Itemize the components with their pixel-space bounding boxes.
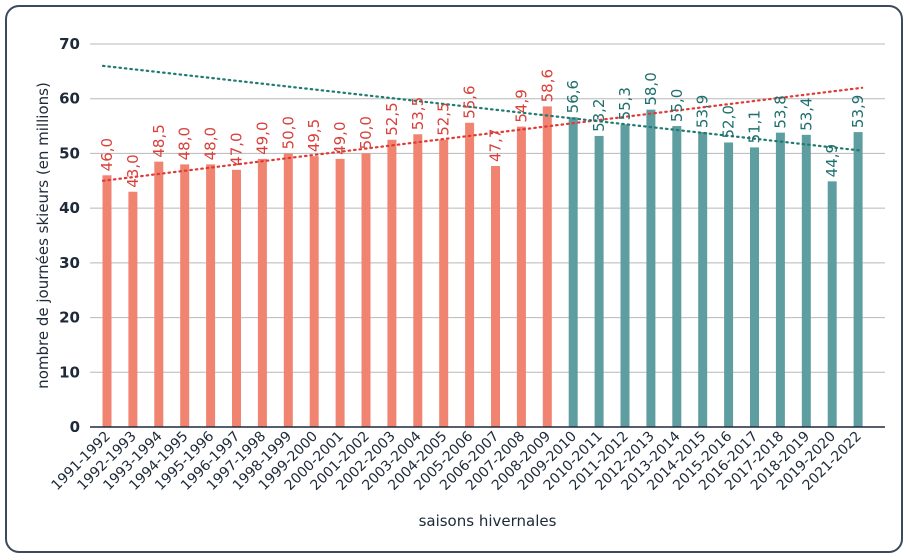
y-tick-label: 10 [59, 363, 80, 381]
data-label: 49,0 [331, 121, 349, 154]
data-label: 56,6 [564, 80, 582, 113]
bar [672, 126, 682, 428]
bar [827, 181, 837, 427]
bar [465, 122, 475, 427]
data-label: 50,0 [357, 116, 375, 149]
bar [309, 156, 319, 427]
data-label: 46,0 [98, 138, 116, 171]
y-tick-label: 40 [59, 199, 80, 217]
bar [542, 106, 552, 428]
data-label: 44,9 [823, 144, 841, 177]
data-label: 47,0 [228, 132, 246, 165]
data-label: 53,2 [590, 99, 608, 132]
data-label: 43,0 [124, 154, 142, 187]
data-label: 55,6 [461, 85, 479, 118]
data-label: 58,0 [642, 72, 660, 105]
bar [698, 132, 708, 427]
bar [180, 164, 190, 427]
data-labels: 46,0 43,0 48,5 48,0 48,0 47,0 49,0 50,0 49,5 49,0… [98, 69, 867, 188]
bar [361, 153, 371, 427]
data-label: 48,5 [150, 124, 168, 157]
trend-line [101, 86, 864, 182]
data-label: 53,8 [771, 95, 789, 128]
x-tick-labels: 1991-19921992-19931993-19941994-19951995… [49, 428, 865, 493]
trend-lines [101, 64, 864, 182]
trend-line [101, 64, 864, 152]
y-tick-label: 60 [59, 90, 80, 108]
y-axis-title: nombre de journées skieurs (en millions) [34, 82, 52, 389]
data-label: 48,0 [202, 127, 220, 160]
bars [102, 106, 863, 428]
y-tick-label: 20 [59, 309, 80, 327]
data-label: 51,1 [746, 110, 764, 143]
bar [206, 164, 216, 427]
data-label: 58,6 [538, 69, 556, 102]
bar [387, 139, 397, 427]
bar [750, 147, 759, 427]
data-label: 53,9 [694, 95, 712, 128]
data-label: 53,9 [849, 95, 867, 128]
bar [335, 158, 345, 427]
bar [724, 142, 734, 427]
data-label: 47,7 [487, 129, 505, 162]
data-label: 55,0 [668, 89, 686, 122]
data-label: 53,4 [797, 97, 815, 130]
data-label: 48,0 [176, 127, 194, 160]
bar [128, 191, 138, 427]
bar [413, 134, 423, 427]
bar [102, 175, 112, 427]
y-tick-label: 50 [59, 144, 80, 162]
bar [257, 158, 267, 427]
bar [594, 135, 604, 428]
data-label: 54,9 [512, 89, 530, 122]
bar [646, 109, 656, 428]
data-label: 53,5 [409, 97, 427, 130]
data-label: 52,5 [383, 102, 401, 135]
bar [516, 126, 526, 428]
bar [853, 132, 863, 427]
data-label: 50,0 [279, 116, 297, 149]
bar [775, 132, 785, 427]
x-axis-title: saisons hivernales [419, 512, 557, 530]
y-tick-labels: 0 10 20 30 40 50 60 70 [59, 35, 80, 436]
y-tick-label: 70 [59, 35, 80, 53]
bar [232, 169, 241, 428]
data-label: 49,0 [253, 121, 271, 154]
data-label: 49,5 [305, 119, 323, 152]
data-label: 52,5 [435, 102, 453, 135]
y-tick-label: 0 [70, 418, 80, 436]
data-label: 52,0 [720, 105, 738, 138]
bar [801, 134, 811, 427]
bar [568, 117, 578, 428]
bar [283, 153, 293, 427]
bar [491, 166, 500, 427]
y-tick-label: 30 [59, 254, 80, 272]
bar [439, 139, 449, 427]
bar [620, 124, 630, 428]
bar [154, 161, 164, 427]
data-label: 55,3 [616, 87, 634, 120]
